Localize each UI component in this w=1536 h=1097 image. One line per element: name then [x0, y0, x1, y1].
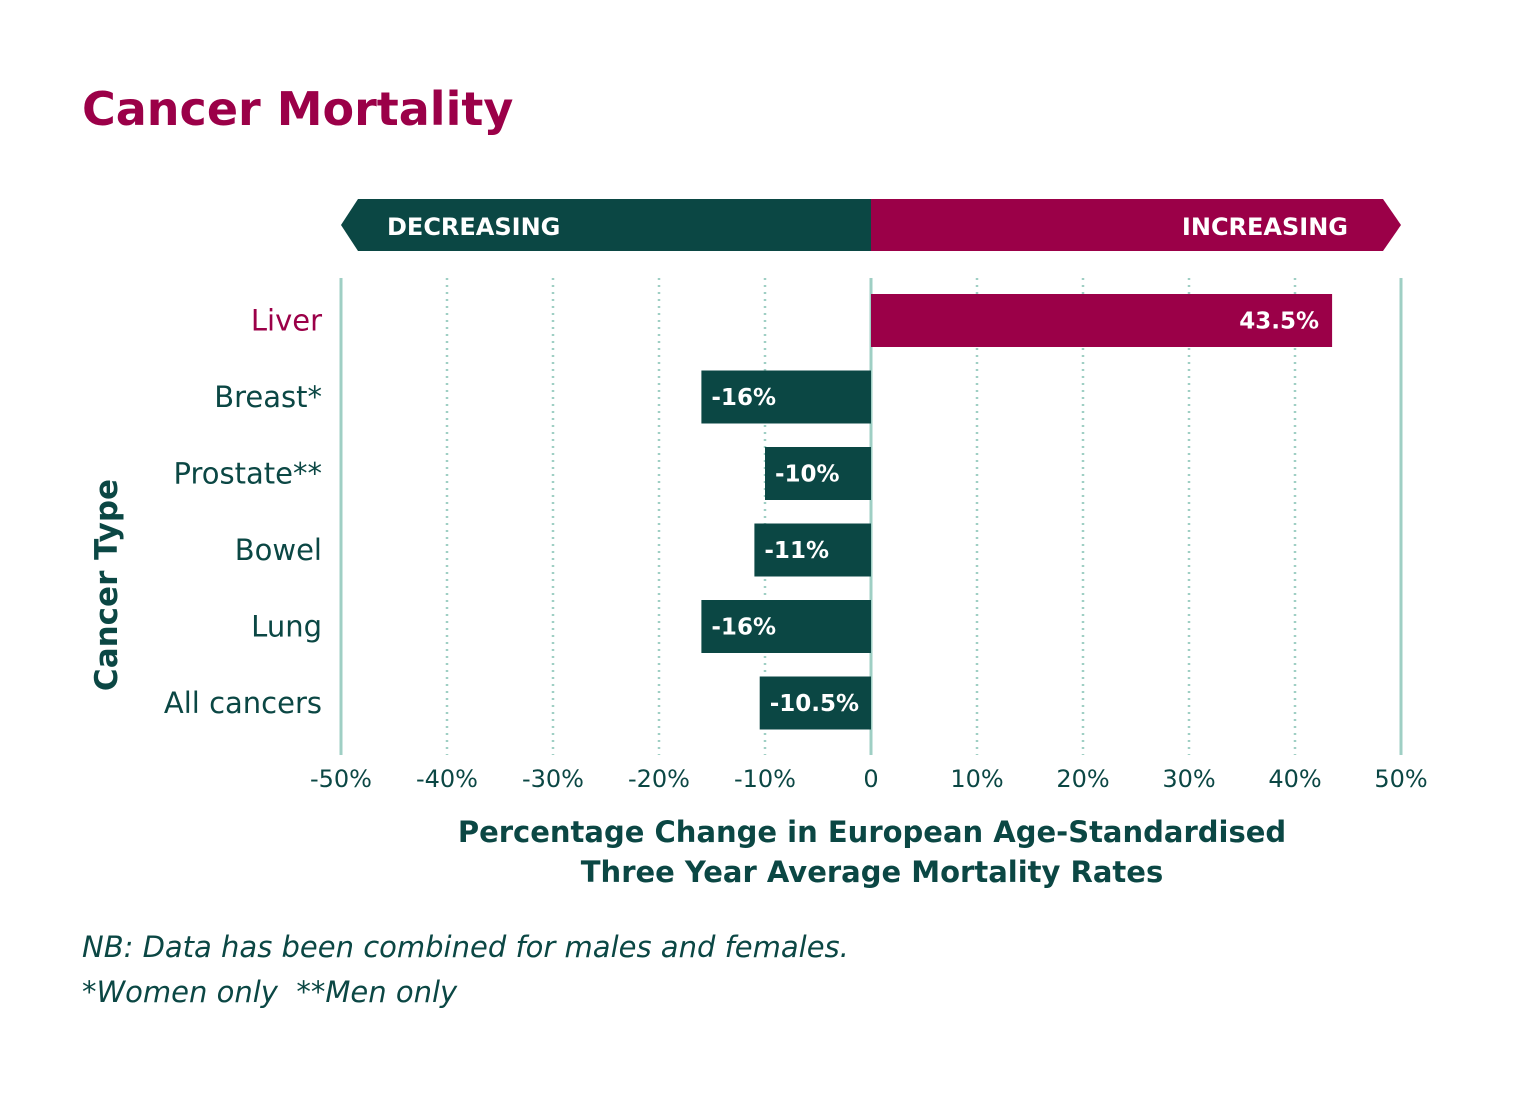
bar-value-label-1: -16% [711, 385, 776, 411]
bar-value-label-5: -10.5% [770, 691, 859, 717]
direction-banner: DECREASING INCREASING [341, 199, 1401, 251]
x-axis-label-line2: Three Year Average Mortality Rates [581, 855, 1163, 889]
chart-title: Cancer Mortality [82, 82, 513, 136]
category-label-5: All cancers [164, 686, 322, 720]
bar-5 [759, 676, 871, 730]
x-axis-label-line1: Percentage Change in European Age-Standa… [458, 815, 1286, 849]
x-tick-label-2: -30% [522, 765, 584, 793]
x-tick-label-0: -50% [310, 765, 372, 793]
x-tick-label-8: 30% [1162, 765, 1215, 793]
x-tick-label-7: 20% [1056, 765, 1109, 793]
decreasing-arrow [341, 199, 871, 251]
bar-layer: 43.5% -16% -10% -11% -16% -10.5% [701, 294, 1333, 730]
x-tick-label-10: 50% [1374, 765, 1427, 793]
bar-4 [701, 600, 871, 653]
x-tick-label-9: 40% [1268, 765, 1321, 793]
bar-value-label-0: 43.5% [1239, 309, 1319, 335]
category-label-0: Liver [251, 304, 322, 338]
y-axis-label: Cancer Type [89, 479, 125, 691]
category-label-2: Prostate** [174, 457, 322, 491]
x-tick-label-3: -20% [628, 765, 690, 793]
bar-2 [765, 447, 871, 500]
note-line1: NB: Data has been combined for males and… [82, 930, 849, 964]
x-tick-label-4: -10% [734, 765, 796, 793]
bar-1 [701, 370, 871, 424]
category-label-4: Lung [251, 610, 322, 644]
x-tick-label-6: 10% [950, 765, 1003, 793]
bar-3 [754, 523, 871, 577]
decreasing-label: DECREASING [387, 213, 560, 241]
note-line2: *Women only **Men only [82, 975, 458, 1009]
category-label-layer: Liver Breast* Prostate** Bowel Lung All cance… [164, 304, 322, 721]
bar-value-label-2: -10% [775, 462, 840, 488]
bar-value-label-3: -11% [764, 538, 829, 564]
tick-label-layer: -50% -40% -30% -20% -10% 0 10% 20% 30% 40% 50% [310, 765, 1428, 793]
grid-layer [339, 278, 1403, 755]
bar-value-label-4: -16% [711, 615, 776, 641]
category-label-3: Bowel [235, 533, 322, 567]
category-label-1: Breast* [214, 380, 322, 414]
x-tick-label-1: -40% [416, 765, 478, 793]
bar-0 [871, 294, 1333, 347]
increasing-arrow [871, 199, 1401, 251]
x-tick-label-5: 0 [863, 765, 878, 793]
increasing-label: INCREASING [1182, 213, 1348, 241]
